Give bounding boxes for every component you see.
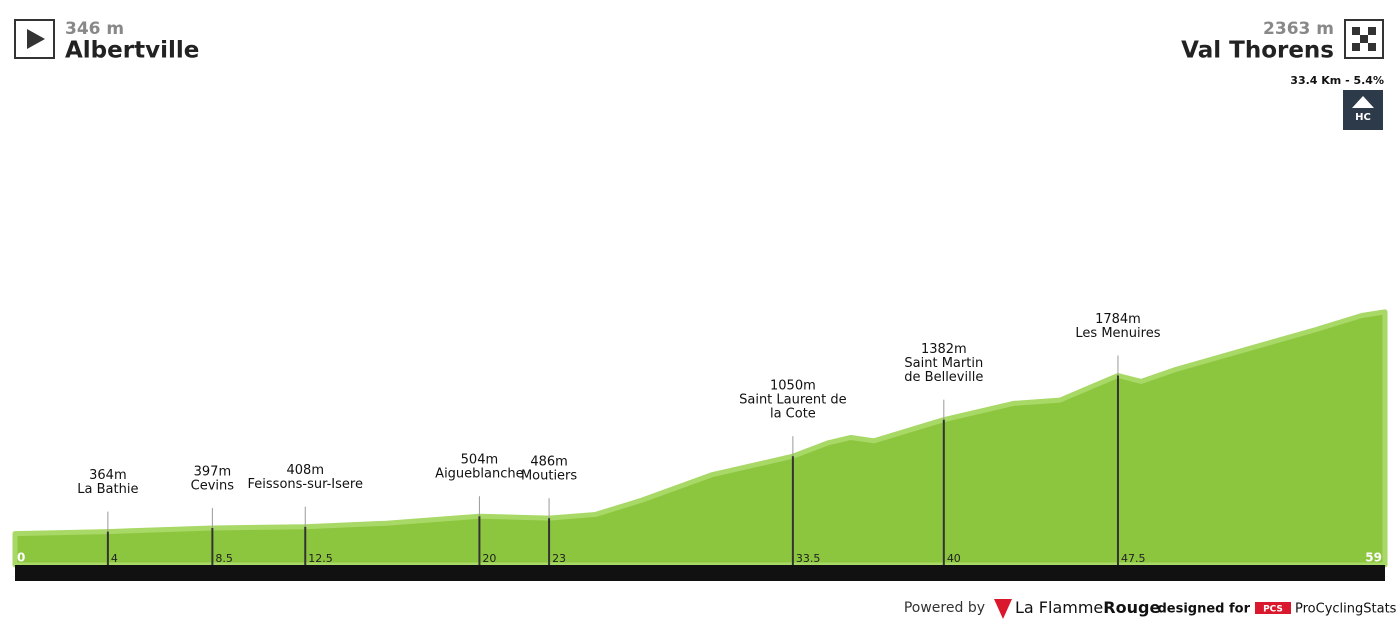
waypoint-km: 20 <box>482 552 496 565</box>
baseline-bar <box>15 565 1385 581</box>
pcs-name: ProCyclingStats <box>1295 602 1397 617</box>
waypoint-elevation: 486m <box>530 455 567 470</box>
waypoint-elevation: 408m <box>287 463 324 478</box>
waypoint-elevation: 504m <box>461 453 498 468</box>
waypoint-name: La Bathie <box>77 482 138 497</box>
waypoint-elevation: 1784m <box>1095 312 1141 327</box>
waypoint-name: Saint Laurent de <box>739 393 847 408</box>
waypoint-km: 23 <box>552 552 566 565</box>
finish-elevation: 2363 m <box>1263 19 1334 39</box>
waypoint-elevation: 1382m <box>921 342 967 357</box>
waypoint-name: Saint Martin <box>904 356 983 371</box>
brand-a: La Flamme <box>1015 598 1103 617</box>
waypoint-name: la Cote <box>770 407 816 422</box>
start-play <box>27 29 45 49</box>
waypoint-name: Moutiers <box>521 469 577 484</box>
waypoint-km: 12.5 <box>308 552 333 565</box>
waypoint-km: 40 <box>947 552 961 565</box>
start-icon <box>14 19 55 59</box>
profile-area <box>12 309 1388 568</box>
waypoint-km: 33.5 <box>796 552 821 565</box>
waypoint-km: 4 <box>111 552 118 565</box>
powered-by: Powered by <box>904 600 985 616</box>
pcs-logo <box>1255 602 1291 614</box>
finish-icon <box>1344 19 1384 59</box>
climb-info: 33.4 Km - 5.4% <box>1290 74 1384 87</box>
waypoint-elevation: 397m <box>194 464 231 479</box>
x-tick-label: 0 <box>17 551 25 565</box>
pcs-text: PCS <box>1263 605 1283 615</box>
waypoint-km: 8.5 <box>215 552 233 565</box>
climb-mountain <box>1352 96 1374 108</box>
start-name: Albertville <box>65 38 199 64</box>
waypoint-elevation: 1050m <box>770 379 816 394</box>
start-elevation: 346 m <box>65 19 124 39</box>
waypoint-name: Cevins <box>191 478 235 493</box>
x-tick-label: 59 <box>1365 551 1382 565</box>
brand-b: Rouge <box>1103 598 1160 617</box>
brand-logo <box>994 599 1012 619</box>
waypoint-name: de Belleville <box>904 370 983 385</box>
waypoint-name: Aigueblanche <box>435 467 523 482</box>
finish-name: Val Thorens <box>1181 38 1334 64</box>
climb-category: HC <box>1355 112 1371 123</box>
waypoint-name: Les Menuires <box>1075 326 1160 341</box>
waypoint-elevation: 364m <box>89 468 126 483</box>
waypoint-km: 47.5 <box>1121 552 1146 565</box>
brand: La FlammeRouge <box>1015 598 1160 617</box>
designed-for: designed for <box>1157 602 1250 617</box>
waypoint-name: Feissons-sur-Isere <box>248 477 363 492</box>
